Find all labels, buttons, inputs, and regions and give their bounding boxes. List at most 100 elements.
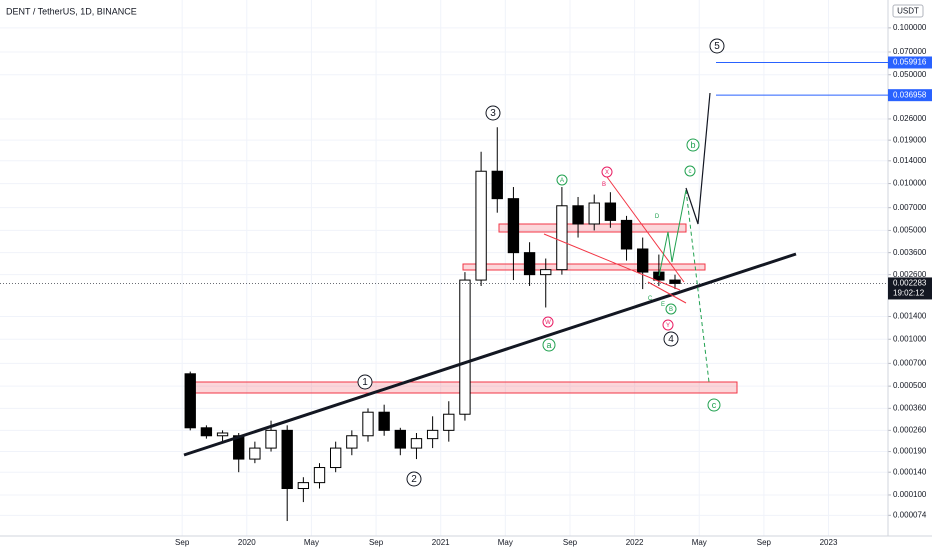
candle-body	[184, 373, 196, 429]
wave-circle	[542, 316, 554, 328]
y-tick-label: 0.014000	[893, 156, 927, 165]
wave-label: 4	[668, 334, 674, 345]
candle-body	[265, 429, 277, 449]
candle-body	[620, 219, 633, 250]
candle-body	[362, 411, 374, 437]
wave-circle	[556, 174, 568, 186]
y-tick-label: 0.001000	[893, 334, 927, 343]
candle-body	[523, 252, 536, 276]
current-price-box	[888, 277, 932, 300]
y-tick-label: 0.000074	[893, 510, 927, 519]
wave-label: B	[602, 182, 606, 188]
trendline	[647, 281, 687, 304]
wave-circle	[665, 303, 677, 315]
y-tick-label: 0.010000	[893, 179, 927, 188]
wave-circle	[709, 38, 725, 54]
trendline	[606, 176, 685, 283]
y-tick-label: 0.026000	[893, 114, 927, 123]
y-tick-label: 0.000140	[893, 467, 927, 476]
y-tick-label: 0.000360	[893, 403, 927, 412]
wave-circle	[684, 165, 696, 177]
y-tick-label: 0.005000	[893, 226, 927, 235]
wave-label: 5	[714, 41, 720, 52]
x-tick-label: 2021	[432, 538, 450, 547]
wave-label: a	[546, 340, 551, 350]
candle-body	[443, 413, 455, 431]
candle-body	[491, 170, 503, 200]
projection	[685, 92, 711, 225]
candle-body	[572, 205, 584, 225]
x-tick-label: May	[692, 538, 707, 547]
y-tick-label: 0.000260	[893, 425, 927, 434]
candle-body	[216, 432, 229, 437]
x-tick-label: Sep	[369, 538, 384, 547]
price-line-label: 0.059916	[893, 58, 927, 67]
wave-label: E	[661, 302, 665, 308]
wave-circle	[357, 374, 373, 390]
y-tick-label: 0.100000	[893, 23, 927, 32]
candle-body	[540, 269, 552, 276]
x-tick-label: Sep	[175, 538, 190, 547]
countdown-label: 19:02:12	[893, 289, 925, 298]
wave-label: 2	[411, 474, 417, 485]
candle-body	[346, 435, 358, 449]
wave-label: Y	[666, 323, 670, 329]
wave-label: X	[605, 170, 609, 176]
candle-body	[329, 447, 342, 469]
wave-label: c	[712, 400, 717, 410]
projection	[685, 189, 710, 383]
wave-label: D	[655, 214, 660, 220]
wave-label: b	[690, 140, 695, 150]
wave-label: C	[648, 296, 653, 302]
wave-label: A	[560, 178, 564, 184]
y-tick-label: 0.003600	[893, 248, 927, 257]
candle-body	[604, 202, 617, 221]
y-tick-label: 0.050000	[893, 70, 927, 79]
candle-body	[297, 482, 310, 490]
y-tick-label: 0.002600	[893, 270, 927, 279]
trendline	[183, 252, 797, 457]
wave-circle	[686, 138, 700, 152]
candle-body	[669, 279, 681, 284]
candle-body	[426, 429, 439, 440]
candle-body	[410, 438, 423, 449]
y-tick-label: 0.000700	[893, 358, 927, 367]
wave-label: B	[669, 307, 673, 313]
candle-body	[459, 279, 471, 415]
candle-body	[556, 205, 568, 271]
y-tick-label: 0.007000	[893, 203, 927, 212]
wave-circle	[542, 338, 556, 352]
candle-body	[249, 447, 261, 460]
wave-circle	[662, 319, 674, 331]
x-tick-label: 2023	[820, 538, 838, 547]
wave-circle	[663, 331, 679, 347]
y-tick-label: 0.000100	[893, 490, 927, 499]
candle-body	[653, 271, 665, 281]
x-tick-label: Sep	[757, 538, 772, 547]
candle-body	[313, 467, 326, 484]
wave-label: 3	[490, 108, 496, 119]
y-tick-label: 0.001400	[893, 312, 927, 321]
current-price-label: 0.002283	[893, 279, 927, 288]
wave-circle	[485, 105, 501, 121]
wave-label: W	[545, 320, 551, 326]
wave-label: c	[689, 169, 692, 175]
y-tick-label: 0.070000	[893, 47, 927, 56]
chart-title: DENT / TetherUS, 1D, BINANCE	[6, 6, 137, 16]
candle-body	[281, 429, 293, 490]
candles	[184, 127, 681, 522]
x-tick-label: 2020	[238, 538, 256, 547]
wave-circle	[601, 166, 613, 178]
price-line-label: 0.036958	[893, 90, 927, 99]
wave-label: 1	[362, 377, 368, 388]
y-tick-label: 0.019000	[893, 135, 927, 144]
zone	[462, 263, 706, 271]
currency-label: USDT	[897, 7, 919, 16]
y-tick-label: 0.000190	[893, 447, 927, 456]
wave-path	[658, 189, 687, 277]
x-tick-label: May	[304, 538, 319, 547]
y-tick-label: 0.000500	[893, 381, 927, 390]
trendline	[543, 233, 681, 291]
